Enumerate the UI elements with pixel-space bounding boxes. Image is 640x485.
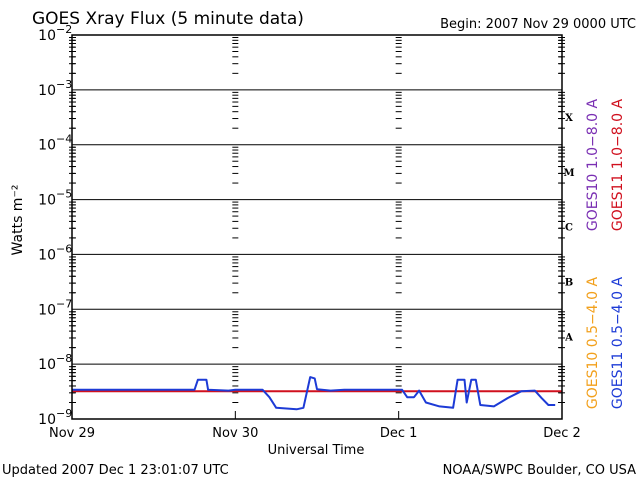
flare-class-M: M: [563, 168, 574, 179]
y-tick-exponent: −9: [56, 407, 72, 420]
y-axis-label: Watts m⁻²: [10, 185, 26, 256]
y-tick-label: 10 −8: [38, 352, 72, 373]
y-tick-exponent: −7: [56, 297, 72, 310]
x-tick-label: Dec 2: [543, 426, 581, 441]
flare-class-X: X: [565, 113, 573, 124]
legend-entry: GOES10 0.5−4.0 A: [585, 277, 601, 410]
x-tick-label: Nov 30: [212, 426, 258, 441]
legend-entry: GOES10 1.0−8.0 A: [585, 99, 601, 232]
y-tick-base: 10: [38, 83, 56, 99]
y-tick-exponent: −2: [56, 23, 72, 36]
plot-frame: [71, 34, 563, 420]
y-tick-exponent: −5: [56, 188, 72, 201]
y-tick-label: 10 −3: [38, 78, 72, 99]
legend: GOES10 1.0−8.0 A GOES11 1.0−8.0 A GOES10 0…: [585, 99, 626, 410]
updated-label: Updated 2007 Dec 1 23:01:07 UTC: [2, 463, 229, 478]
flare-class-C: C: [565, 223, 573, 234]
y-tick-exponent: −6: [56, 242, 72, 255]
y-tick-exponent: −8: [56, 352, 72, 365]
flare-class-B: B: [565, 278, 573, 289]
x-tick-labels: Nov 29 Nov 30 Dec 1 Dec 2: [49, 426, 581, 441]
y-tick-label: 10 −5: [38, 188, 72, 209]
legend-entry: GOES11 0.5−4.0 A: [610, 277, 626, 410]
y-tick-base: 10: [38, 138, 56, 154]
data-series: [72, 376, 562, 411]
y-tick-label: 10 −4: [38, 133, 72, 154]
series-line-goes11_short: [72, 376, 556, 411]
y-tick-base: 10: [38, 357, 56, 373]
y-tick-label: 10 −2: [38, 23, 72, 44]
y-tick-base: 10: [38, 28, 56, 44]
y-tick-base: 10: [38, 302, 56, 318]
y-tick-base: 10: [38, 247, 56, 263]
y-tick-base: 10: [38, 193, 56, 209]
x-tick-label: Dec 1: [380, 426, 418, 441]
y-tick-exponent: −4: [56, 133, 72, 146]
chart-title: GOES Xray Flux (5 minute data): [32, 9, 304, 29]
day-tick-column: [232, 37, 239, 419]
credit-label: NOAA/SWPC Boulder, CO USA: [443, 463, 636, 478]
y-tick-exponent: −3: [56, 78, 72, 91]
grid-lines: [69, 34, 565, 420]
x-tick-label: Nov 29: [49, 426, 95, 441]
y-tick-label: 10 −9: [38, 407, 72, 428]
y-tick-label: 10 −6: [38, 242, 72, 263]
begin-label: Begin: 2007 Nov 29 0000 UTC: [440, 17, 636, 32]
legend-entry: GOES11 1.0−8.0 A: [610, 99, 626, 232]
flare-class-A: A: [564, 332, 573, 343]
x-axis-label: Universal Time: [268, 443, 365, 458]
day-tick-column: [395, 37, 402, 419]
plot-border: [71, 34, 563, 420]
y-tick-label: 10 −7: [38, 297, 72, 318]
y-tick-labels: 10−210−310−410−510−610−710−810−9: [38, 23, 72, 428]
y-tick-base: 10: [38, 412, 56, 428]
flare-class-labels: X M C B A: [563, 113, 574, 343]
